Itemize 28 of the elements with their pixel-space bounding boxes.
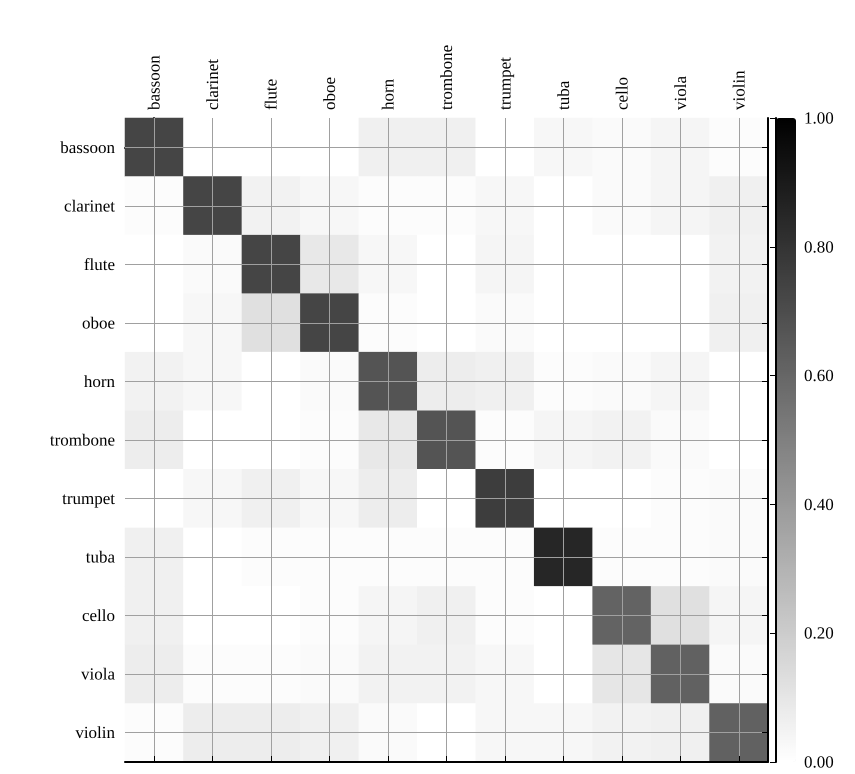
- y-tick-label: viola: [81, 664, 116, 684]
- y-tick-label: horn: [84, 372, 116, 391]
- x-tick-label: bassoon: [144, 54, 164, 110]
- color-bar-label: 0.40: [804, 494, 834, 514]
- color-bar-label: 0.00: [804, 752, 834, 772]
- color-bar-label: 1.00: [804, 108, 834, 128]
- y-tick-label: flute: [84, 254, 115, 274]
- x-tick-label: clarinet: [203, 58, 222, 110]
- x-tick-label: violin: [729, 70, 748, 110]
- x-tick-label: viola: [670, 76, 690, 110]
- y-tick-label: tuba: [86, 548, 116, 567]
- y-tick-label: oboe: [82, 313, 115, 332]
- x-tick-label: cello: [612, 76, 632, 110]
- color-bar-label: 0.80: [804, 237, 834, 256]
- y-tick-label: cello: [82, 606, 115, 626]
- y-tick-label: bassoon: [60, 138, 116, 157]
- x-tick-label: horn: [378, 78, 398, 110]
- y-tick-label: trumpet: [62, 489, 116, 508]
- y-tick-label: violin: [75, 723, 116, 742]
- x-tick-label: flute: [262, 78, 281, 110]
- x-tick-label: trombone: [437, 44, 456, 110]
- y-tick-label: trombone: [50, 430, 115, 450]
- x-tick-label: trumpet: [495, 56, 514, 110]
- x-tick-label: oboe: [320, 76, 340, 110]
- color-bar-label: 0.20: [804, 624, 834, 643]
- color-bar-label: 0.60: [804, 366, 834, 386]
- y-tick-label: clarinet: [64, 196, 116, 216]
- x-tick-label: tuba: [554, 80, 573, 110]
